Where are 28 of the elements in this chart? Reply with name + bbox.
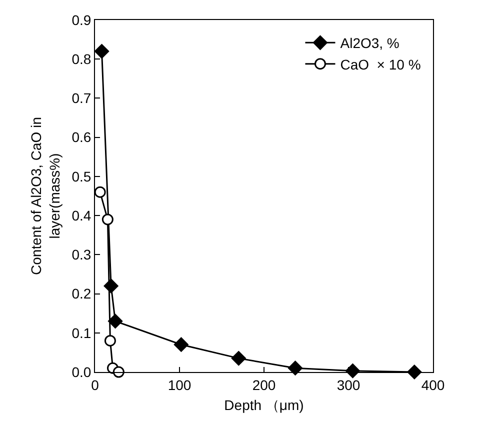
y-tick-label: 0.9 bbox=[72, 12, 92, 28]
point bbox=[94, 44, 110, 59]
y-tick-label: 0.0 bbox=[72, 364, 92, 380]
point bbox=[174, 337, 188, 352]
y-tick-label: 0.4 bbox=[72, 207, 92, 224]
y-tick-label: 0.6 bbox=[72, 129, 92, 146]
x-tick-label: 200 bbox=[252, 376, 276, 393]
x-tick-label: 400 bbox=[421, 376, 445, 393]
y-tick-label: 0.5 bbox=[72, 168, 92, 184]
point bbox=[94, 186, 106, 198]
y-tick-label: 0.1 bbox=[72, 324, 92, 341]
x-axis-title: Depth （μm) bbox=[224, 397, 304, 414]
point bbox=[231, 351, 246, 366]
point bbox=[345, 364, 360, 378]
y-tick-label: 0.2 bbox=[72, 286, 92, 302]
legend-label: CaO × 10 % bbox=[340, 56, 421, 72]
legend-label: Al2O3, % bbox=[340, 35, 400, 52]
x-tick-label: 100 bbox=[168, 376, 192, 393]
point bbox=[102, 214, 114, 226]
x-tick-label: 0 bbox=[91, 376, 100, 393]
point bbox=[288, 360, 303, 376]
point bbox=[104, 334, 116, 346]
x-tick-label: 300 bbox=[336, 376, 360, 393]
y-axis-title: Content of Al2O3, CaO in layer(mass%) bbox=[28, 117, 62, 275]
y-tick-label: 0.8 bbox=[72, 51, 92, 68]
point bbox=[108, 314, 123, 328]
y-tick-label: 0.7 bbox=[72, 90, 92, 106]
y-tick-label: 0.3 bbox=[72, 246, 92, 263]
